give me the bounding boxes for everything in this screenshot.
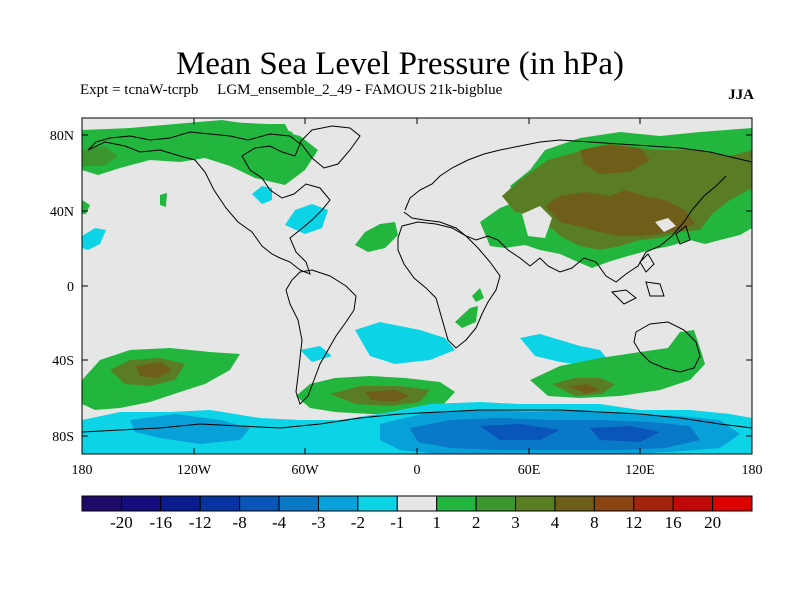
colorbar-box	[672, 495, 714, 512]
subtitle: Expt = tcnaW-tcrpb LGM_ensemble_2_49 - F…	[80, 82, 502, 99]
colorbar-box	[120, 495, 162, 512]
colorbar-box	[554, 495, 595, 512]
anomaly-region-s-atlantic-neg	[355, 322, 455, 364]
colorbar-label: 3	[511, 513, 520, 532]
colorbar-label: 2	[472, 513, 481, 532]
colorbar-boxes	[81, 495, 753, 512]
anomaly-region-eurasia-4b	[580, 144, 650, 174]
colorbar-label: 16	[665, 513, 682, 532]
coastline-africa	[397, 221, 501, 349]
colorbar-box	[278, 495, 319, 512]
anomaly-region-hudson-neg	[252, 186, 272, 204]
lat-tick-label: 40S	[52, 354, 74, 369]
colorbar-label: 8	[590, 513, 599, 532]
longitude-axis: 180 120W 60W 0 60E 120E 180	[72, 118, 763, 478]
anomaly-region-alaska-3	[82, 146, 118, 166]
colorbar-labels: -20 -16 -12 -8 -4 -3 -2 -1 1 2 3 4 8 12 16 20	[110, 513, 721, 532]
anomaly-region-africa-2b	[472, 288, 484, 302]
anomaly-region-antarctic-neg-4b	[590, 426, 660, 442]
coastline-north-america	[87, 131, 331, 275]
lon-tick-label: 60E	[518, 463, 541, 478]
coastline-australia	[633, 321, 701, 373]
anomaly-region-n-atlantic-neg	[285, 204, 328, 234]
colorbar-box	[160, 495, 201, 512]
anomaly-region-pacific-neg	[82, 228, 106, 250]
colorbar-label: -12	[189, 513, 212, 532]
colorbar-box	[515, 495, 556, 512]
anomaly-region-antarctic-neg-2	[130, 414, 250, 444]
coastline-se-asia-islands	[610, 225, 691, 305]
anomaly-region-s-atlantic-4	[365, 390, 410, 402]
coastlines	[82, 125, 752, 433]
map-title: Mean Sea Level Pressure (in hPa)	[175, 46, 625, 82]
lat-tick-label: 40N	[50, 205, 74, 220]
anomaly-region-atlantic-1	[355, 222, 398, 252]
lon-tick-label: 180	[742, 463, 763, 478]
pressure-anomaly-fill	[82, 120, 752, 454]
anomaly-region-east-asia-1	[655, 218, 676, 232]
colorbar-box	[81, 495, 122, 512]
colorbar-label: -3	[311, 513, 325, 532]
lat-tick-label: 0	[67, 280, 74, 295]
colorbar-box	[396, 495, 438, 512]
colorbar-box	[475, 495, 517, 512]
lon-tick-label: 60W	[291, 463, 319, 478]
lat-tick-label: 80N	[50, 129, 74, 144]
lon-tick-label: 120E	[625, 463, 655, 478]
lon-tick-label: 0	[414, 463, 421, 478]
anomaly-region-indian-ocean-neg	[520, 334, 610, 366]
anomaly-region-pacific-sliver	[160, 193, 167, 207]
anomaly-region-africa-2	[455, 306, 478, 328]
anomaly-region-s-indian-4	[568, 384, 600, 394]
lat-tick-label: 80S	[52, 430, 74, 445]
colorbar-box	[633, 495, 674, 512]
colorbar-box	[317, 495, 359, 512]
anomaly-region-s-pacific-4	[136, 362, 172, 378]
colorbar-label: -4	[272, 513, 287, 532]
lon-tick-label: 180	[72, 463, 93, 478]
colorbar-label: -1	[390, 513, 404, 532]
lon-tick-label: 120W	[177, 463, 212, 478]
coastline-antarctica	[82, 409, 752, 433]
coastline-greenland	[299, 125, 361, 169]
latitude-axis: 80N 40N 0 40S 80S	[50, 129, 752, 445]
colorbar-label: -20	[110, 513, 133, 532]
season-label: JJA	[728, 87, 754, 103]
colorbar-label: -2	[351, 513, 365, 532]
experiment-label: Expt = tcnaW-tcrpb	[80, 82, 199, 98]
colorbar-label: 20	[704, 513, 721, 532]
anomaly-region-central-asia-1	[522, 206, 552, 238]
colorbar-box	[239, 495, 280, 512]
colorbar-box	[712, 495, 753, 512]
colorbar-box	[357, 495, 398, 512]
colorbar-box	[593, 495, 635, 512]
colorbar-label: 1	[432, 513, 441, 532]
coastline-south-america	[285, 269, 357, 405]
colorbar-label: 4	[551, 513, 560, 532]
colorbar-box	[199, 495, 241, 512]
run-label: LGM_ensemble_2_49 - FAMOUS 21k-bigblue	[217, 82, 503, 98]
anomaly-region-antarctic-neg-4	[480, 424, 560, 440]
colorbar-box	[436, 495, 477, 512]
colorbar-label: -8	[233, 513, 247, 532]
colorbar-label: 12	[625, 513, 642, 532]
colorbar-label: -16	[149, 513, 172, 532]
